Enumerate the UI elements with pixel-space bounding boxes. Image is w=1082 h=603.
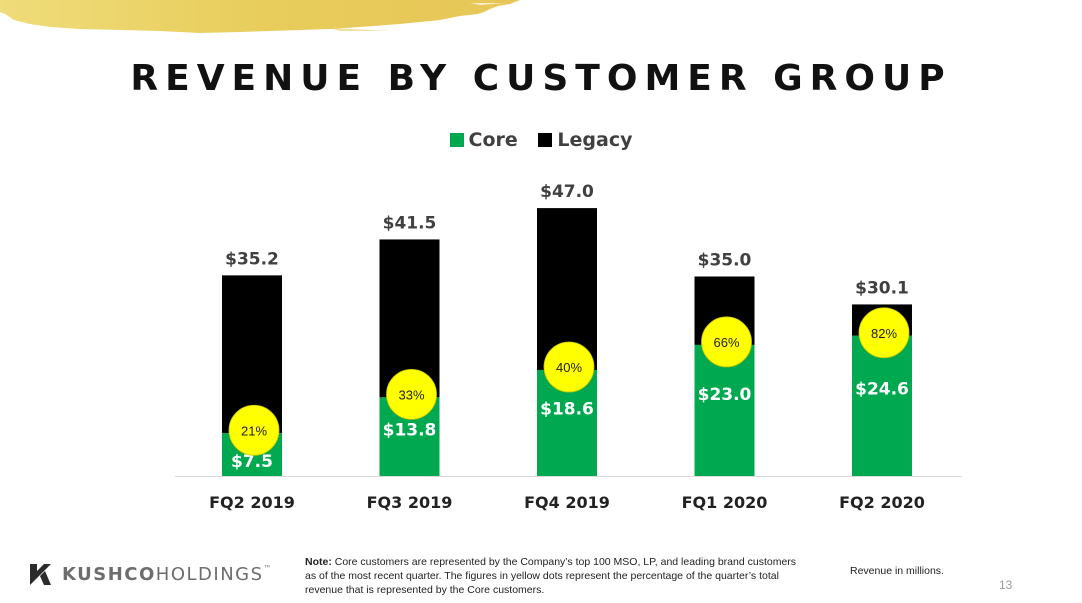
gold-brush-decoration bbox=[0, 0, 520, 36]
footnote-label: Note: bbox=[305, 556, 332, 568]
core-value-label: $7.5 bbox=[231, 452, 273, 472]
x-tick-label: FQ2 2019 bbox=[209, 493, 295, 512]
legend-label-legacy: Legacy bbox=[557, 129, 633, 151]
core-share-label: 40% bbox=[556, 360, 582, 375]
total-label: $41.5 bbox=[383, 213, 437, 233]
x-tick-label: FQ1 2020 bbox=[682, 493, 768, 512]
page-title: REVENUE BY CUSTOMER GROUP bbox=[130, 58, 952, 99]
legend-label-core: Core bbox=[468, 129, 518, 151]
legend-item-core: Core bbox=[449, 129, 518, 151]
core-share-dot bbox=[543, 341, 595, 393]
x-tick-label: FQ4 2019 bbox=[524, 493, 610, 512]
core-value-label: $18.6 bbox=[540, 400, 594, 420]
core-share-dot bbox=[386, 368, 437, 420]
core-share-label: 21% bbox=[241, 423, 267, 438]
units-note: Revenue in millions. bbox=[850, 565, 944, 577]
legend-swatch-core bbox=[449, 133, 464, 147]
x-tick-label: FQ2 2020 bbox=[839, 493, 925, 512]
page-number: 13 bbox=[999, 578, 1013, 592]
core-share-label: 82% bbox=[871, 326, 897, 341]
footnote: Note: Core customers are represented by … bbox=[305, 555, 805, 597]
stacked-bar-chart: $35.2 $7.5 21% FQ2 2019 $41.5 $13.8 33% FQ3 201… bbox=[175, 182, 962, 512]
total-label: $35.0 bbox=[698, 251, 752, 271]
core-share-dot bbox=[228, 404, 280, 456]
core-share-label: 33% bbox=[398, 387, 424, 402]
footnote-text: Core customers are represented by the Co… bbox=[305, 556, 797, 596]
legend-item-legacy: Legacy bbox=[538, 129, 632, 151]
company-logo: KUSHCOHOLDINGS™ bbox=[28, 562, 273, 586]
total-label: $30.1 bbox=[855, 278, 909, 298]
kushco-k-logo-icon bbox=[30, 564, 51, 585]
x-tick-label: FQ3 2019 bbox=[367, 493, 453, 512]
legend-swatch-legacy bbox=[538, 133, 553, 147]
chart-legend: Core Legacy bbox=[0, 129, 1082, 152]
core-value-label: $24.6 bbox=[855, 380, 909, 400]
core-share-dot bbox=[701, 316, 752, 368]
total-label: $47.0 bbox=[540, 182, 594, 202]
bar-core bbox=[852, 335, 912, 476]
total-label: $35.2 bbox=[225, 249, 279, 269]
core-value-label: $13.8 bbox=[383, 420, 437, 440]
logo-wordmark: KUSHCOHOLDINGS™ bbox=[62, 563, 274, 585]
core-value-label: $23.0 bbox=[698, 385, 752, 405]
core-share-label: 66% bbox=[713, 335, 739, 350]
core-share-dot bbox=[858, 307, 910, 359]
